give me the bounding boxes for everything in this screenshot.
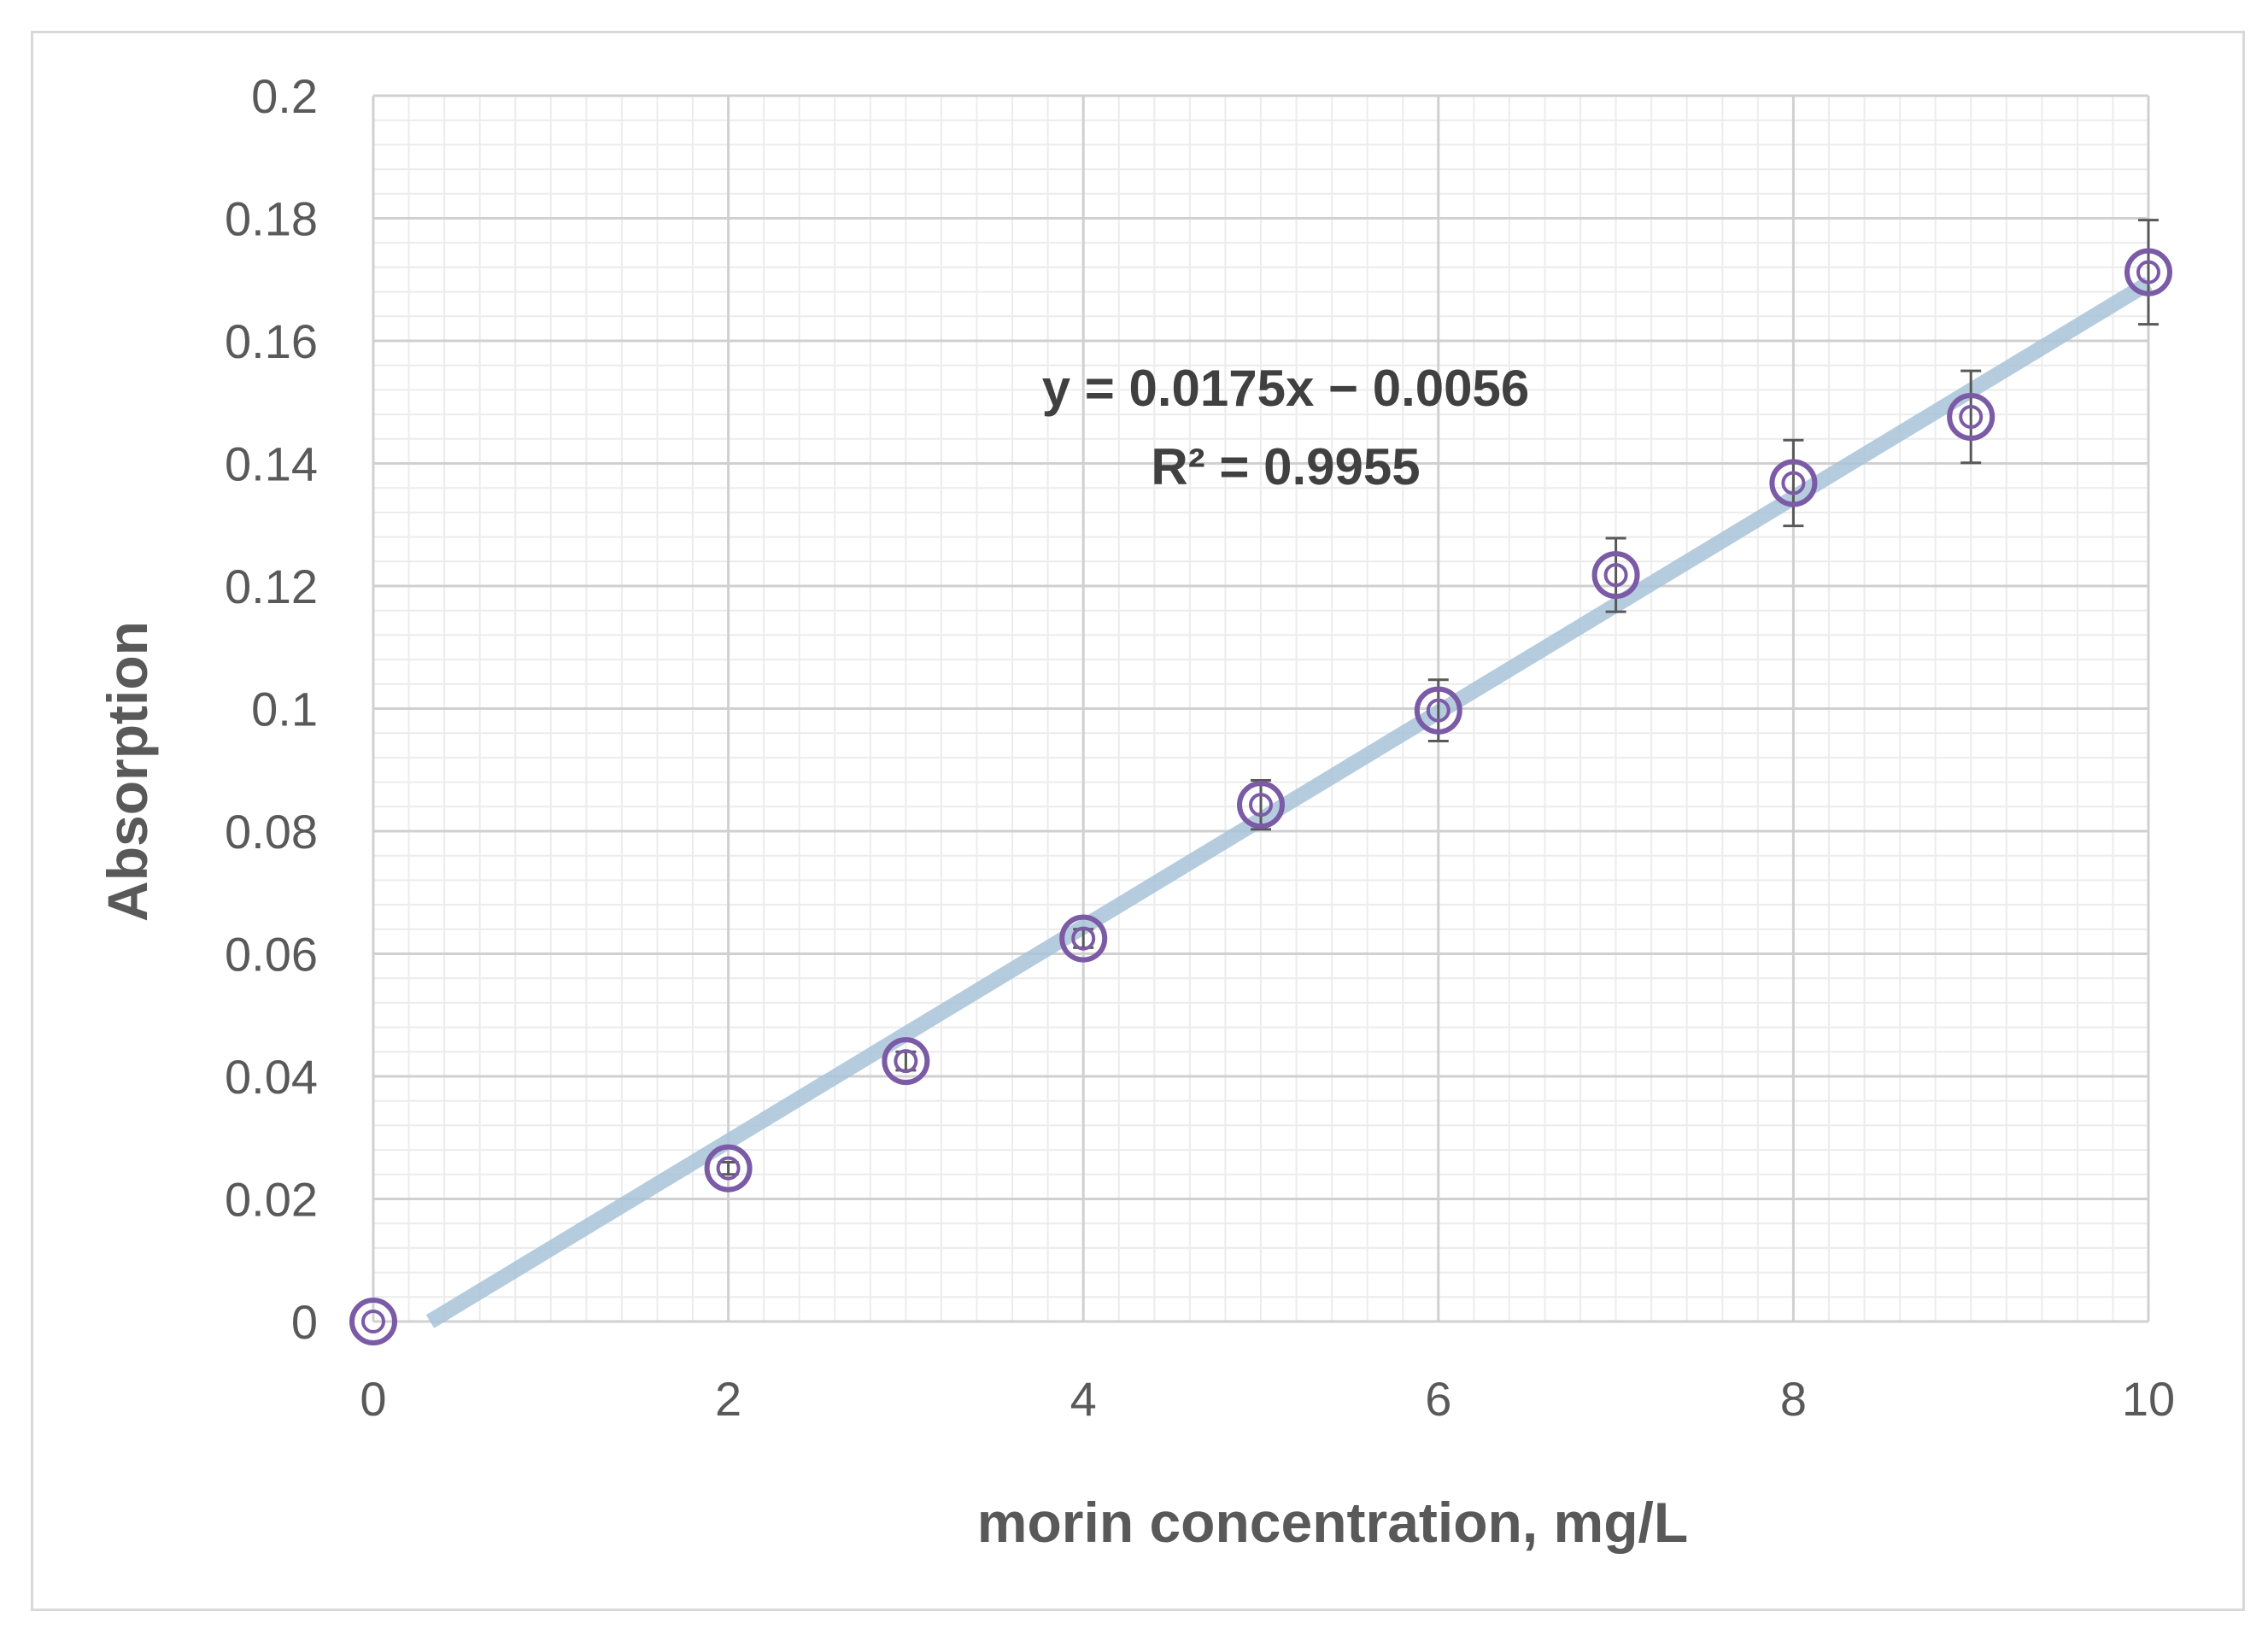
- y-tick-label: 0.2: [251, 69, 318, 123]
- x-tick-label: 6: [1425, 1372, 1451, 1426]
- y-tick-label: 0.18: [225, 192, 318, 246]
- data-point: [1947, 392, 1995, 441]
- y-tick-label: 0.16: [225, 314, 318, 368]
- data-point: [2124, 248, 2172, 296]
- data-point: [1769, 459, 1818, 507]
- error-bar: [1605, 536, 1626, 613]
- error-bar: [718, 1160, 739, 1176]
- error-bar: [1960, 369, 1982, 465]
- trendline-equation: y = 0.0175x − 0.0056: [1042, 360, 1530, 417]
- y-tick-label: 0.12: [225, 560, 318, 613]
- y-tick-label: 0.1: [251, 683, 318, 736]
- y-tick-label: 0.04: [225, 1050, 318, 1104]
- data-point: [1237, 781, 1285, 829]
- data-point: [1059, 914, 1108, 963]
- trendline-r-squared: R² = 0.9955: [1151, 438, 1420, 495]
- chart-frame: [31, 31, 2245, 1611]
- y-tick-label: 0: [291, 1295, 318, 1349]
- x-tick-label: 10: [2122, 1372, 2175, 1426]
- data-point: [1414, 686, 1462, 735]
- x-axis-title: morin concentration, mg/L: [977, 1491, 1688, 1554]
- error-bar: [1251, 778, 1271, 831]
- data-point: [1591, 551, 1640, 600]
- x-tick-label: 2: [715, 1372, 741, 1426]
- data-point: [882, 1037, 930, 1086]
- x-tick-label: 0: [360, 1372, 386, 1426]
- y-tick-label: 0.06: [225, 928, 318, 982]
- y-tick-labels: 0 0.02 0.04 0.06 0.08 0.1 0.12 0.14 0.16 0.18 0.2: [225, 69, 318, 1349]
- data-points: [349, 248, 2172, 1345]
- x-tick-label: 4: [1070, 1372, 1097, 1426]
- error-bar: [2138, 219, 2159, 326]
- y-tick-label: 0.02: [225, 1173, 318, 1227]
- data-point: [349, 1298, 397, 1345]
- y-axis-title: Absorption: [96, 621, 159, 922]
- major-gridlines: [372, 94, 2150, 1323]
- data-point: [704, 1144, 753, 1193]
- y-tick-label: 0.08: [225, 805, 318, 859]
- x-tick-label: 8: [1780, 1372, 1807, 1426]
- x-tick-labels: 0 2 4 6 8 10: [360, 1372, 2175, 1426]
- y-tick-label: 0.14: [225, 437, 318, 491]
- error-bar: [1783, 438, 1804, 528]
